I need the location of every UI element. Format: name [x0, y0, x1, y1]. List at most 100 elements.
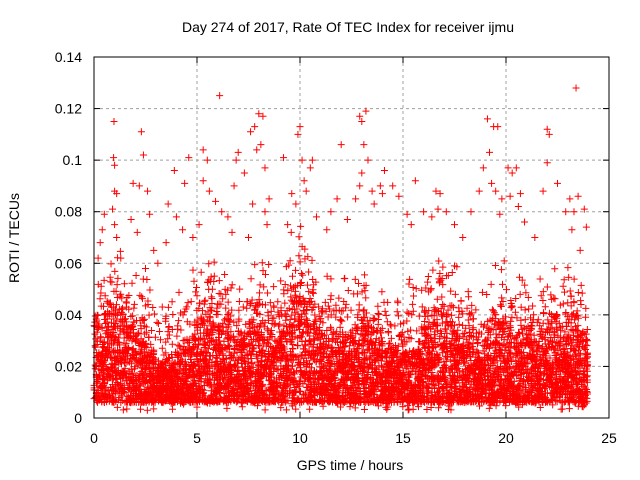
band-point	[207, 381, 215, 389]
band-point	[393, 308, 401, 316]
band-point	[189, 266, 197, 274]
band-point	[121, 398, 129, 406]
band-point	[111, 353, 119, 361]
band-point	[464, 316, 472, 324]
band-point	[180, 343, 188, 351]
band-point	[287, 228, 295, 236]
x-tick-label: 5	[193, 430, 201, 446]
band-point	[364, 345, 372, 353]
band-point	[351, 275, 359, 283]
band-point	[435, 404, 443, 412]
band-point	[304, 281, 312, 289]
band-point	[168, 298, 176, 306]
band-point	[210, 321, 218, 329]
y-tick-label: 0.04	[55, 307, 82, 323]
band-point	[193, 292, 201, 300]
band-point	[447, 287, 455, 295]
band-point	[205, 375, 213, 383]
band-point	[143, 352, 151, 360]
band-point	[193, 398, 201, 406]
band-point	[147, 340, 155, 348]
band-point	[121, 364, 129, 372]
band-point	[198, 397, 206, 405]
band-point	[344, 313, 352, 321]
y-tick-label: 0.1	[63, 152, 83, 168]
band-point	[335, 294, 343, 302]
band-point	[204, 345, 212, 353]
band-point	[120, 280, 128, 288]
band-point	[112, 385, 120, 393]
band-point	[151, 333, 159, 341]
band-point	[215, 323, 223, 331]
band-point	[439, 263, 447, 271]
band-point	[217, 330, 225, 338]
band-point	[240, 397, 248, 405]
band-point	[200, 300, 208, 308]
band-point	[158, 344, 166, 352]
band-point	[384, 329, 392, 337]
band-point	[115, 386, 123, 394]
band-point	[185, 352, 193, 360]
band-point	[108, 278, 116, 286]
band-point	[175, 360, 183, 368]
band-point	[149, 303, 157, 311]
band-point	[176, 359, 184, 367]
band-point	[193, 388, 201, 396]
band-point	[132, 383, 140, 391]
band-point	[194, 335, 202, 343]
band-point	[374, 309, 382, 317]
band-point	[174, 341, 182, 349]
band-point	[139, 317, 147, 325]
band-point	[194, 345, 202, 353]
band-point	[227, 312, 235, 320]
band-point	[226, 366, 234, 374]
band-point	[142, 389, 150, 397]
band-point	[143, 276, 151, 284]
band-point	[194, 365, 202, 373]
band-point	[114, 396, 122, 404]
band-point	[122, 339, 130, 347]
band-point	[122, 359, 130, 367]
band-point	[206, 341, 214, 349]
band-point	[149, 358, 157, 366]
x-axis-label: GPS time / hours	[297, 457, 404, 473]
band-point	[305, 288, 313, 296]
band-point	[256, 289, 264, 297]
band-point	[412, 285, 420, 293]
band-point	[199, 389, 207, 397]
band-point	[362, 294, 370, 302]
band-point	[200, 341, 208, 349]
band-point	[292, 266, 300, 274]
band-point	[111, 371, 119, 379]
chart-title: Day 274 of 2017, Rate Of TEC Index for r…	[182, 19, 514, 35]
band-point	[162, 366, 170, 374]
band-point	[162, 312, 170, 320]
band-point	[226, 336, 234, 344]
band-point	[410, 292, 418, 300]
band-point	[382, 312, 390, 320]
band-point	[104, 377, 112, 385]
band-point	[137, 335, 145, 343]
band-point	[116, 247, 124, 255]
band-point	[177, 309, 185, 317]
band-point	[375, 310, 383, 318]
band-point	[146, 286, 154, 294]
band-point	[215, 300, 223, 308]
band-point	[119, 304, 127, 312]
y-tick-label: 0.14	[55, 49, 82, 65]
band-point	[236, 285, 244, 293]
band-point	[429, 266, 437, 274]
band-point	[138, 364, 146, 372]
band-point	[185, 392, 193, 400]
band-point	[164, 378, 172, 386]
band-point	[91, 361, 99, 369]
band-point	[112, 287, 120, 295]
band-point	[193, 284, 201, 292]
band-point	[127, 354, 135, 362]
band-point	[103, 328, 111, 336]
band-point	[209, 328, 217, 336]
band-point	[160, 379, 168, 387]
band-point	[138, 293, 146, 301]
band-point	[154, 373, 162, 381]
band-point	[381, 307, 389, 315]
